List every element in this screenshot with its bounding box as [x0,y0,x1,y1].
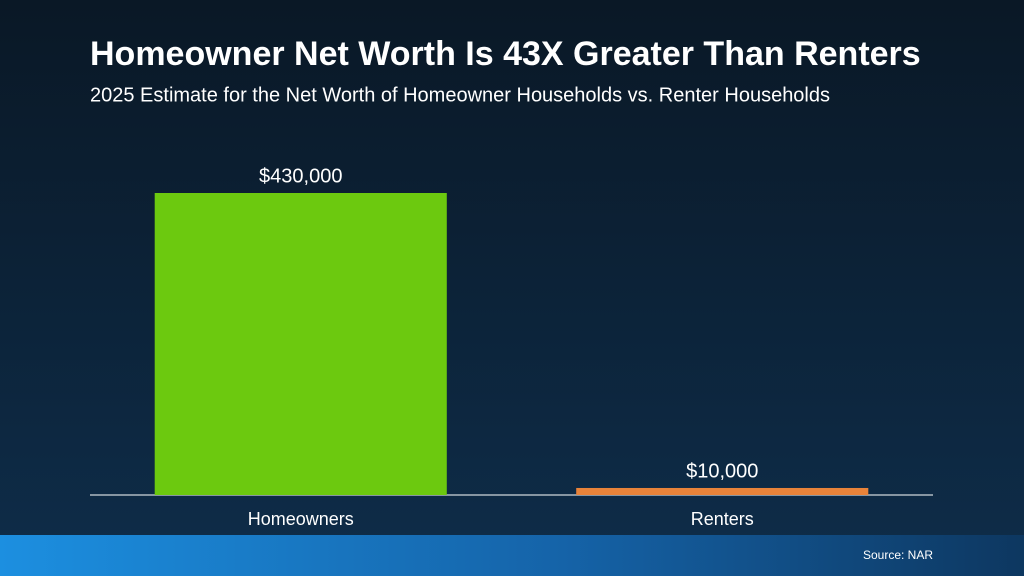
x-tick-label: Homeowners [248,509,354,529]
chart-title: Homeowner Net Worth Is 43X Greater Than … [90,35,921,73]
bar [154,193,447,495]
x-tick-label: Renters [691,509,754,529]
value-label: $10,000 [686,460,758,482]
chart-subtitle: 2025 Estimate for the Net Worth of Homeo… [90,84,830,106]
bar [576,487,869,495]
value-label: $430,000 [259,165,342,187]
source-note: Source: NAR [863,548,933,562]
footer-strip [0,535,1024,576]
